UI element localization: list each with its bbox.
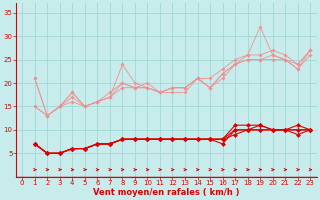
X-axis label: Vent moyen/en rafales ( km/h ): Vent moyen/en rafales ( km/h ) — [93, 188, 239, 197]
